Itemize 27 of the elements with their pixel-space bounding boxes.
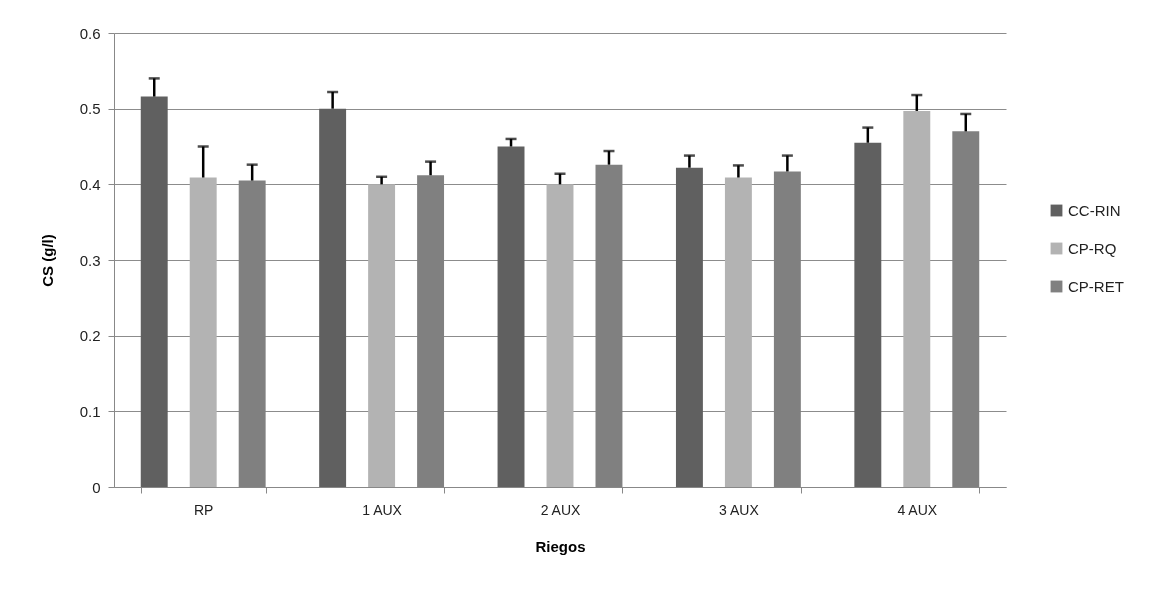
y-tick-label: 0.5 (79, 100, 101, 118)
x-tick-label: RP (193, 501, 214, 518)
x-tick-label: 1 AUX (362, 501, 403, 518)
bar (140, 96, 168, 487)
x-axis-title: Riegos (535, 537, 586, 555)
bar (546, 184, 574, 487)
y-tick-label: 0.2 (79, 327, 101, 345)
y-tick-label: 0 (92, 478, 101, 496)
legend-label: CC-RIN (1068, 201, 1121, 219)
x-tick-label: 3 AUX (719, 501, 760, 518)
legend-label: CP-RQ (1068, 239, 1117, 257)
legend-label: CP-RET (1068, 277, 1124, 295)
y-tick-label: 0.6 (79, 24, 101, 42)
bar (903, 110, 931, 487)
bar (368, 184, 396, 487)
x-tick-label: 4 AUX (897, 501, 938, 518)
y-tick-label: 0.1 (79, 402, 101, 420)
bar (675, 167, 703, 487)
y-tick-label: 0.4 (79, 175, 101, 193)
bar (319, 108, 347, 487)
bar (854, 142, 882, 487)
bar (497, 146, 525, 487)
y-tick-label: 0.3 (79, 251, 101, 269)
bar (189, 177, 217, 487)
bar (724, 177, 752, 487)
y-axis-title: CS (g/l) (38, 234, 56, 287)
x-tick-label: 2 AUX (540, 501, 581, 518)
